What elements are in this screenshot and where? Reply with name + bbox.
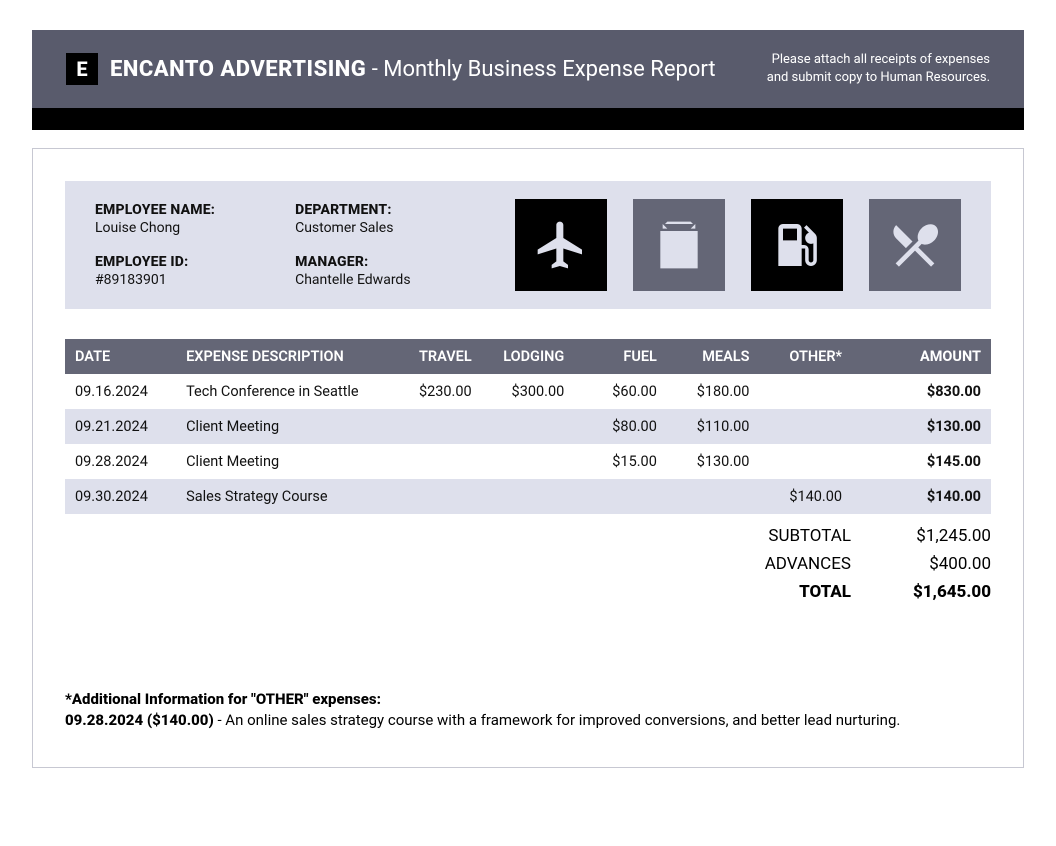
employee-name-block: EMPLOYEE NAME: Louise Chong bbox=[95, 202, 215, 236]
footnote: *Additional Information for "OTHER" expe… bbox=[65, 689, 991, 731]
header-notice: Please attach all receipts of expenses a… bbox=[767, 51, 990, 86]
travel-icon bbox=[515, 199, 607, 291]
cell-fuel: $80.00 bbox=[574, 409, 667, 444]
subtotal-value: $1,245.00 bbox=[891, 526, 991, 546]
cell-travel bbox=[389, 409, 482, 444]
header-left: E ENCANTO ADVERTISING - Monthly Business… bbox=[66, 53, 716, 85]
table-header: DATE EXPENSE DESCRIPTION TRAVEL LODGING … bbox=[65, 339, 991, 374]
col-meals: MEALS bbox=[667, 339, 760, 374]
logo-icon: E bbox=[66, 53, 98, 85]
footnote-entry: 09.28.2024 ($140.00) - An online sales s… bbox=[65, 710, 991, 731]
fuel-icon bbox=[751, 199, 843, 291]
cell-fuel bbox=[574, 479, 667, 514]
advances-label: ADVANCES bbox=[731, 554, 851, 574]
footnote-heading: *Additional Information for "OTHER" expe… bbox=[65, 689, 991, 710]
total-label: TOTAL bbox=[731, 582, 851, 602]
lodging-icon bbox=[633, 199, 725, 291]
cell-fuel: $60.00 bbox=[574, 374, 667, 409]
col-description: EXPENSE DESCRIPTION bbox=[176, 339, 389, 374]
col-travel: TRAVEL bbox=[389, 339, 482, 374]
notice-line-1: Please attach all receipts of expenses bbox=[767, 51, 990, 69]
cell-date: 09.30.2024 bbox=[65, 479, 176, 514]
employee-id-value: #89183901 bbox=[95, 272, 215, 288]
footnote-entry-label: 09.28.2024 ($140.00) bbox=[65, 711, 214, 729]
cell-amount: $830.00 bbox=[852, 374, 991, 409]
employee-name-value: Louise Chong bbox=[95, 220, 215, 236]
cell-lodging bbox=[482, 444, 575, 479]
title-suffix: - Monthly Business Expense Report bbox=[366, 57, 715, 82]
report-body: EMPLOYEE NAME: Louise Chong EMPLOYEE ID:… bbox=[32, 148, 1024, 768]
col-fuel: FUEL bbox=[574, 339, 667, 374]
cell-meals: $180.00 bbox=[667, 374, 760, 409]
footnote-entry-text: - An online sales strategy course with a… bbox=[214, 711, 901, 729]
table-row: 09.30.2024Sales Strategy Course $140.00$1… bbox=[65, 479, 991, 514]
cell-meals: $130.00 bbox=[667, 444, 760, 479]
subtotal-row: SUBTOTAL $1,245.00 bbox=[731, 526, 991, 546]
expense-report: E ENCANTO ADVERTISING - Monthly Business… bbox=[32, 30, 1024, 768]
cell-travel bbox=[389, 444, 482, 479]
col-other: OTHER* bbox=[759, 339, 852, 374]
cell-travel bbox=[389, 479, 482, 514]
expense-table: DATE EXPENSE DESCRIPTION TRAVEL LODGING … bbox=[65, 339, 991, 514]
table-body: 09.16.2024Tech Conference in Seattle$230… bbox=[65, 374, 991, 514]
department-block: DEPARTMENT: Customer Sales bbox=[295, 202, 410, 236]
table-row: 09.21.2024Client Meeting $80.00$110.00 $13… bbox=[65, 409, 991, 444]
info-panel: EMPLOYEE NAME: Louise Chong EMPLOYEE ID:… bbox=[65, 181, 991, 309]
table-row: 09.16.2024Tech Conference in Seattle$230… bbox=[65, 374, 991, 409]
info-columns: EMPLOYEE NAME: Louise Chong EMPLOYEE ID:… bbox=[95, 202, 485, 288]
advances-value: $400.00 bbox=[891, 554, 991, 574]
cell-meals bbox=[667, 479, 760, 514]
cell-other: $140.00 bbox=[759, 479, 852, 514]
cell-desc: Tech Conference in Seattle bbox=[176, 374, 389, 409]
manager-label: MANAGER: bbox=[295, 254, 410, 270]
cell-desc: Sales Strategy Course bbox=[176, 479, 389, 514]
col-date: DATE bbox=[65, 339, 176, 374]
notice-line-2: and submit copy to Human Resources. bbox=[767, 69, 990, 87]
cell-desc: Client Meeting bbox=[176, 444, 389, 479]
total-row: TOTAL $1,645.00 bbox=[731, 582, 991, 602]
table-row: 09.28.2024Client Meeting $15.00$130.00 $14… bbox=[65, 444, 991, 479]
company-name: ENCANTO ADVERTISING bbox=[110, 57, 366, 82]
cell-desc: Client Meeting bbox=[176, 409, 389, 444]
employee-name-label: EMPLOYEE NAME: bbox=[95, 202, 215, 218]
cell-meals: $110.00 bbox=[667, 409, 760, 444]
cell-amount: $145.00 bbox=[852, 444, 991, 479]
report-title: ENCANTO ADVERTISING - Monthly Business E… bbox=[110, 57, 716, 82]
info-col-1: EMPLOYEE NAME: Louise Chong EMPLOYEE ID:… bbox=[95, 202, 215, 288]
advances-row: ADVANCES $400.00 bbox=[731, 554, 991, 574]
header-strip bbox=[32, 108, 1024, 130]
cell-other bbox=[759, 409, 852, 444]
manager-value: Chantelle Edwards bbox=[295, 272, 410, 288]
manager-block: MANAGER: Chantelle Edwards bbox=[295, 254, 410, 288]
employee-id-label: EMPLOYEE ID: bbox=[95, 254, 215, 270]
cell-date: 09.16.2024 bbox=[65, 374, 176, 409]
total-value: $1,645.00 bbox=[891, 582, 991, 602]
col-amount: AMOUNT bbox=[852, 339, 991, 374]
cell-amount: $140.00 bbox=[852, 479, 991, 514]
cell-amount: $130.00 bbox=[852, 409, 991, 444]
cell-fuel: $15.00 bbox=[574, 444, 667, 479]
cell-date: 09.28.2024 bbox=[65, 444, 176, 479]
cell-travel: $230.00 bbox=[389, 374, 482, 409]
cell-lodging bbox=[482, 479, 575, 514]
cell-lodging bbox=[482, 409, 575, 444]
report-header: E ENCANTO ADVERTISING - Monthly Business… bbox=[32, 30, 1024, 108]
col-lodging: LODGING bbox=[482, 339, 575, 374]
meals-icon bbox=[869, 199, 961, 291]
info-col-2: DEPARTMENT: Customer Sales MANAGER: Chan… bbox=[295, 202, 410, 288]
cell-lodging: $300.00 bbox=[482, 374, 575, 409]
category-icons bbox=[515, 199, 961, 291]
department-value: Customer Sales bbox=[295, 220, 410, 236]
employee-id-block: EMPLOYEE ID: #89183901 bbox=[95, 254, 215, 288]
department-label: DEPARTMENT: bbox=[295, 202, 410, 218]
subtotal-label: SUBTOTAL bbox=[731, 526, 851, 546]
cell-other bbox=[759, 374, 852, 409]
cell-date: 09.21.2024 bbox=[65, 409, 176, 444]
totals: SUBTOTAL $1,245.00 ADVANCES $400.00 TOTA… bbox=[65, 526, 991, 602]
cell-other bbox=[759, 444, 852, 479]
